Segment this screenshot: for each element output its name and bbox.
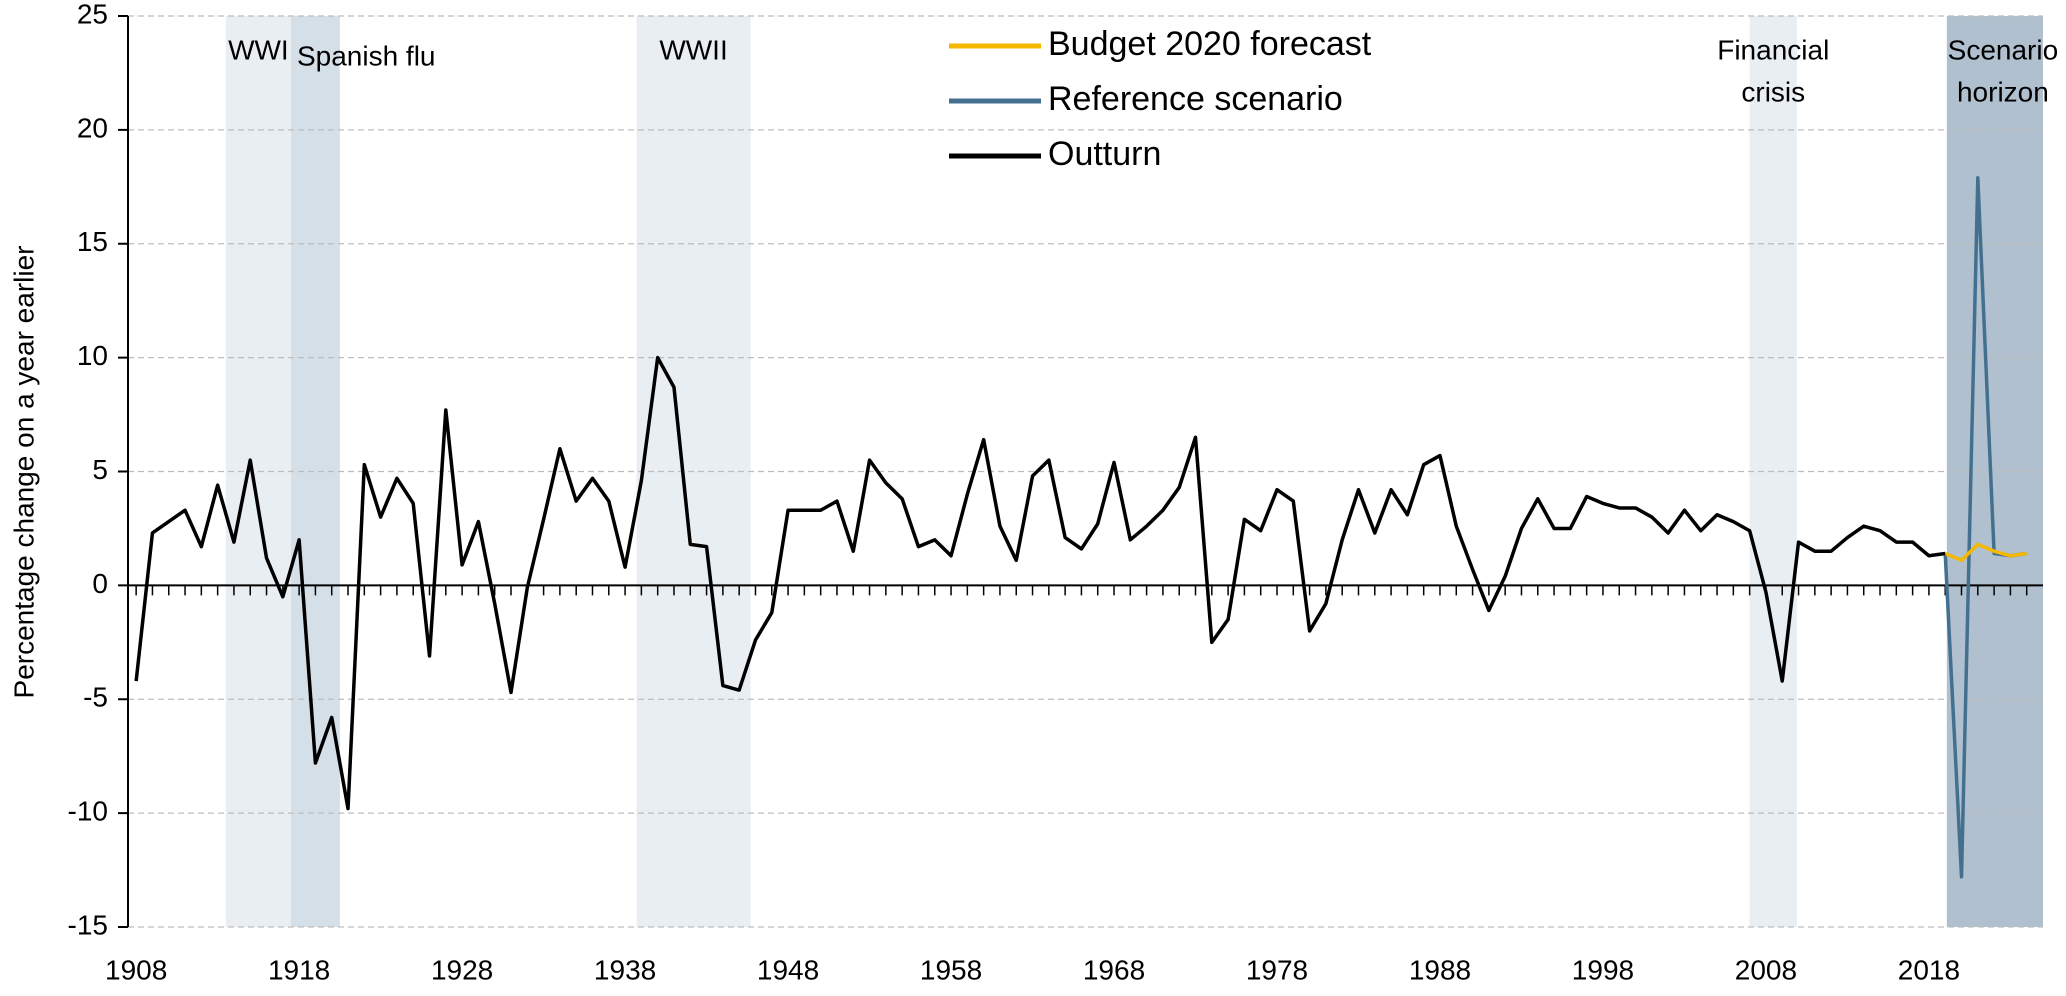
x-tick-label: 1968 xyxy=(1083,954,1145,985)
y-tick-label: 15 xyxy=(77,226,108,257)
x-tick-label: 1908 xyxy=(105,954,167,985)
y-tick-label: -10 xyxy=(68,796,108,827)
y-tick-label: 0 xyxy=(92,568,108,599)
band-label: WWI xyxy=(228,34,289,65)
x-tick-label: 1958 xyxy=(920,954,982,985)
series-line xyxy=(134,355,1946,811)
x-tick-label: 1938 xyxy=(594,954,656,985)
band-label: Financial xyxy=(1717,34,1829,65)
band-label: horizon xyxy=(1957,76,2049,107)
legend-label: Reference scenario xyxy=(1048,80,1343,118)
y-tick-label: 25 xyxy=(77,0,108,29)
x-tick-label: 1918 xyxy=(268,954,330,985)
y-tick-label: -15 xyxy=(68,909,108,940)
legend-label: Outturn xyxy=(1048,135,1161,173)
x-tick-label: 1978 xyxy=(1246,954,1308,985)
band-label: WWII xyxy=(659,34,727,65)
x-tick-label: 2018 xyxy=(1898,954,1960,985)
x-tick-label: 1988 xyxy=(1409,954,1471,985)
y-axis-label: Percentage change on a year earlier xyxy=(8,246,39,699)
y-tick-label: 5 xyxy=(92,454,108,485)
y-tick-label: 20 xyxy=(77,112,108,143)
x-tick-label: 1948 xyxy=(757,954,819,985)
y-tick-label: -5 xyxy=(83,682,108,713)
x-tick-label: 1998 xyxy=(1572,954,1634,985)
legend-label: Budget 2020 forecast xyxy=(1048,25,1372,63)
band-label: crisis xyxy=(1741,76,1805,107)
x-tick-label: 1928 xyxy=(431,954,493,985)
x-tick-label: 2008 xyxy=(1735,954,1797,985)
band-label: Spanish flu xyxy=(297,40,436,71)
y-tick-label: 10 xyxy=(77,340,108,371)
series-line xyxy=(1944,542,2027,563)
band-label: Scenario xyxy=(1948,34,2059,65)
